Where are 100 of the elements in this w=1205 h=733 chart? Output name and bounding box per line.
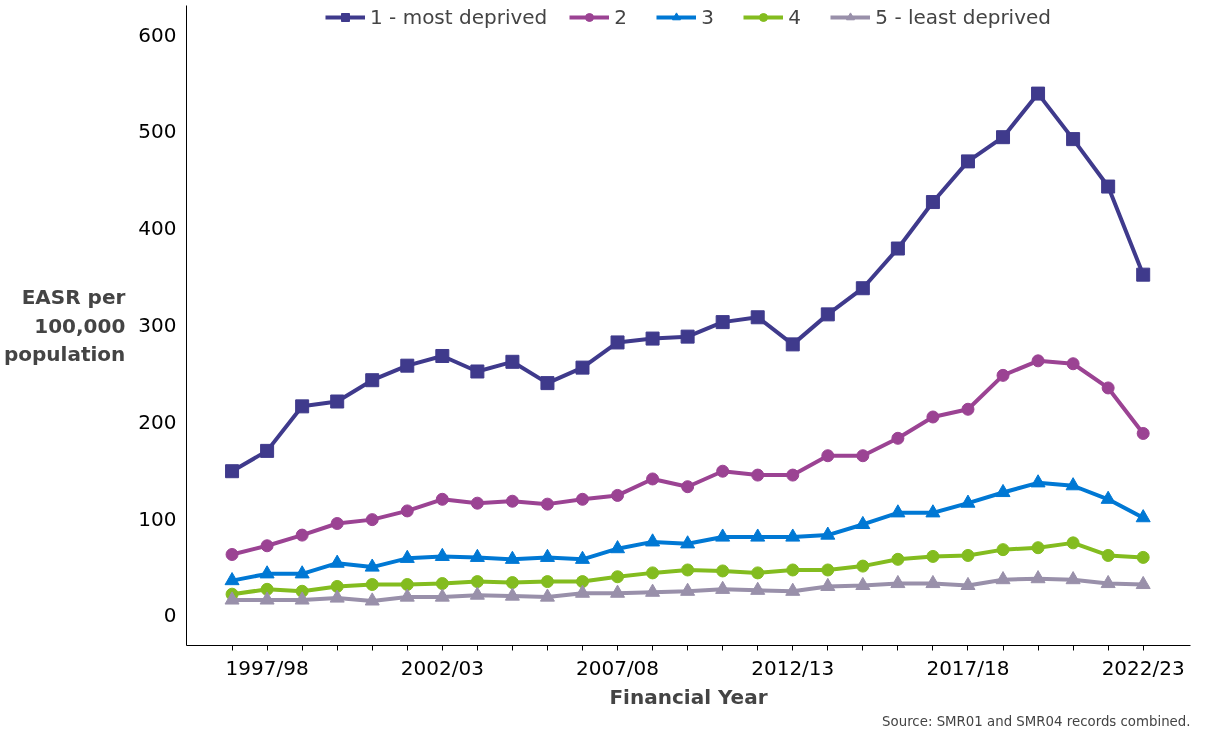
point [715, 315, 730, 330]
point [750, 528, 766, 542]
x-tick-label: 1997/98 [225, 655, 309, 680]
point [611, 488, 625, 502]
point [821, 563, 835, 577]
point [330, 517, 344, 530]
point [399, 549, 415, 563]
y-tick-label: 200 [138, 409, 177, 434]
y-tick-label: 0 [163, 603, 177, 628]
point [434, 547, 450, 561]
point [224, 591, 240, 605]
point [260, 582, 274, 596]
point [645, 533, 661, 547]
point [856, 449, 870, 463]
point [1101, 179, 1116, 194]
point [224, 572, 240, 586]
legend-label: 5 - least deprived [875, 5, 1052, 29]
point [680, 329, 695, 344]
point [855, 515, 871, 530]
legend-label: 3 [701, 5, 716, 29]
point [574, 550, 590, 564]
point [961, 402, 975, 416]
point [540, 376, 555, 391]
source-note: Source: SMR01 and SMR04 records combined. [882, 713, 1191, 729]
point [1030, 570, 1046, 584]
point [295, 399, 310, 414]
point [891, 431, 905, 445]
point [890, 574, 906, 589]
point [505, 494, 519, 508]
point [260, 443, 275, 458]
x-axis-title: Financial Year [609, 684, 768, 709]
point [469, 548, 485, 562]
point [575, 575, 589, 589]
legend-label: 2 [614, 5, 629, 29]
point [400, 578, 414, 591]
x-tick-label: 2017/18 [926, 655, 1010, 680]
point [890, 241, 905, 256]
point [960, 576, 976, 591]
point [855, 576, 871, 591]
point [645, 331, 660, 346]
point [996, 130, 1011, 145]
point [1136, 426, 1150, 440]
point [785, 528, 801, 542]
point [610, 584, 626, 598]
point [329, 554, 345, 568]
point [1031, 541, 1045, 555]
point [1065, 477, 1081, 491]
point [715, 580, 731, 594]
point [259, 591, 275, 605]
point [996, 543, 1010, 557]
point [1066, 132, 1081, 147]
point [645, 583, 661, 597]
point [961, 548, 975, 562]
point [995, 483, 1011, 498]
point [504, 550, 520, 564]
x-tick-label: 2002/03 [400, 655, 484, 680]
point [1100, 490, 1116, 504]
point [575, 492, 589, 506]
point [330, 579, 344, 593]
point [925, 504, 941, 518]
point [611, 570, 625, 584]
point [891, 552, 905, 566]
point [540, 497, 554, 511]
point [960, 154, 975, 169]
point [1136, 267, 1151, 282]
point [295, 528, 309, 542]
point [680, 582, 696, 596]
point [856, 559, 870, 573]
point [504, 587, 520, 601]
point [1100, 574, 1116, 589]
point [400, 504, 414, 518]
point [1065, 571, 1081, 585]
point [259, 565, 275, 579]
point [680, 535, 696, 549]
y-tick-label: 400 [138, 216, 177, 241]
point [225, 464, 240, 479]
y-tick-label: 300 [138, 313, 177, 338]
y-tick-label: 500 [138, 119, 177, 144]
x-tick-label: 2007/08 [575, 655, 660, 680]
point [926, 410, 940, 424]
point [1030, 474, 1046, 488]
x-tick-label: 2012/13 [751, 655, 835, 680]
legend-label: 1 - most deprived [369, 5, 548, 29]
point [330, 394, 345, 409]
y-tick-label: 600 [138, 22, 177, 47]
point [329, 589, 345, 603]
point [646, 472, 660, 486]
point [364, 558, 380, 572]
point [365, 373, 380, 388]
point [435, 492, 449, 506]
point [681, 480, 695, 494]
point [1066, 357, 1080, 371]
point [294, 565, 310, 579]
point [995, 571, 1011, 585]
point [785, 582, 801, 596]
point [365, 578, 379, 591]
point [610, 540, 626, 554]
point [1031, 86, 1046, 101]
point [785, 337, 800, 352]
point [786, 468, 800, 482]
